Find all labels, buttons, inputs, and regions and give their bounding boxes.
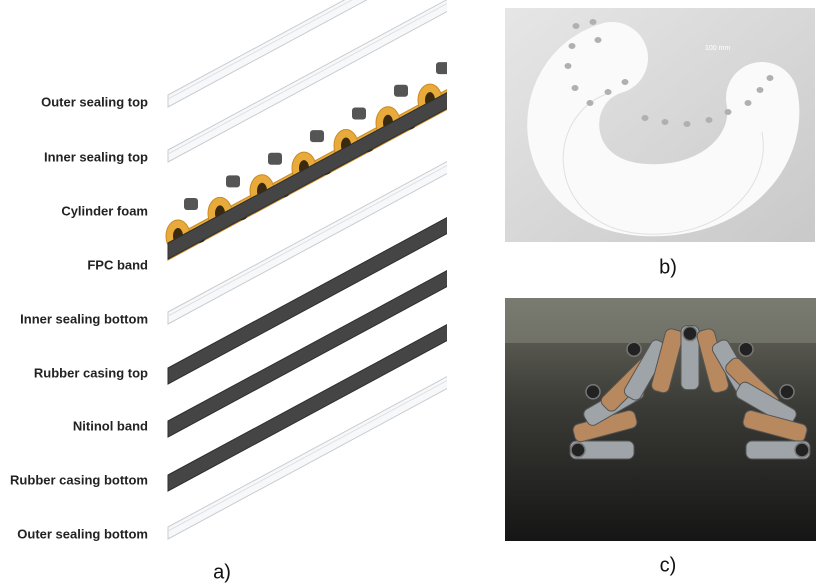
hole [767,75,774,81]
hole [569,43,576,49]
layer-label: Inner sealing bottom [20,311,148,326]
cylinder [352,107,366,119]
layer-label: Rubber casing top [34,365,148,380]
exploded-view [166,0,457,539]
bolt [627,342,641,356]
cylinder [436,62,450,74]
bolt [586,385,600,399]
hole [757,87,764,93]
hole [684,121,691,127]
bolt [683,327,697,341]
layer-labels: Outer sealing top Inner sealing top Cylind… [10,94,148,541]
dimension-annotation: 100 mm [705,45,730,52]
dark-band [168,91,450,259]
layer-label: Nitinol band [73,418,148,433]
layer-label: Inner sealing top [44,149,148,164]
layer-label: Rubber casing bottom [10,472,148,487]
hole [725,109,732,115]
hole [590,19,597,25]
hole [622,79,629,85]
panel-label: b) [659,256,677,278]
layer-label: FPC band [87,257,148,272]
hole [572,85,579,91]
hole [573,23,580,29]
bolt [571,443,585,457]
layer-label: Outer sealing bottom [17,526,148,541]
bolt [739,342,753,356]
hole [587,100,594,106]
bolt [780,385,794,399]
hole [642,115,649,121]
panel-label: c) [660,554,677,576]
hole [745,100,752,106]
hole [605,89,612,95]
cylinder [268,153,282,165]
cylinder [394,85,408,97]
panel-label: a) [213,561,231,583]
cylinder [184,198,198,210]
shelves [505,298,816,343]
hole [565,63,572,69]
layer-label: Outer sealing top [41,94,148,109]
hole [662,119,669,125]
cylinder [310,130,324,142]
hole [706,117,713,123]
bolt [795,443,809,457]
figure: 100 mm Outer sealing top Inner sealing to… [0,0,817,588]
hole [595,37,602,43]
cylinder [226,175,240,187]
layer-label: Cylinder foam [61,203,148,218]
